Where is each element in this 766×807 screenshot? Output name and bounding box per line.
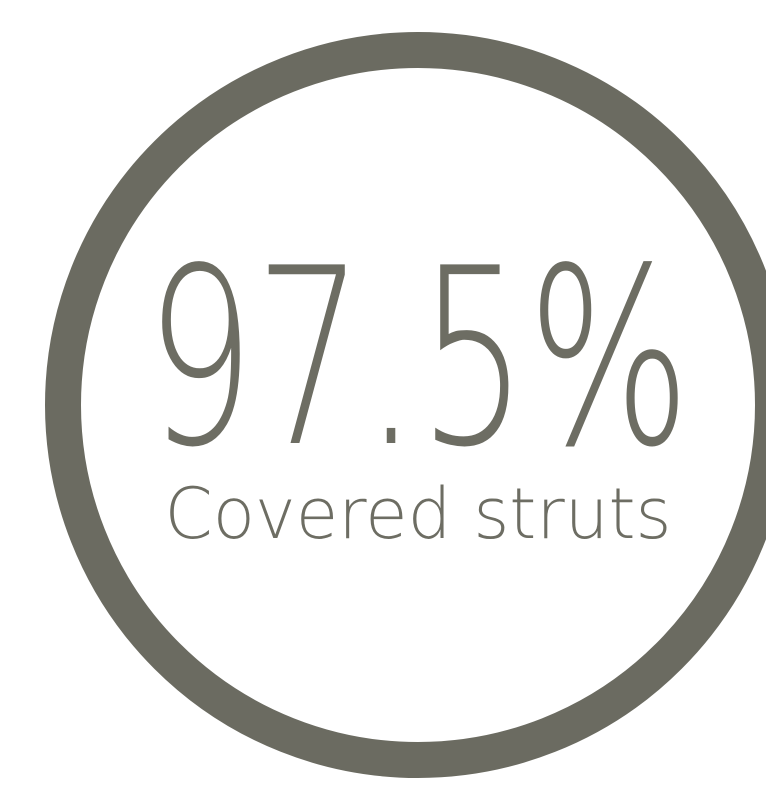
- stat-label: Covered struts: [165, 473, 672, 555]
- badge-ring: [45, 32, 766, 778]
- stat-value: 97.5%: [146, 216, 691, 501]
